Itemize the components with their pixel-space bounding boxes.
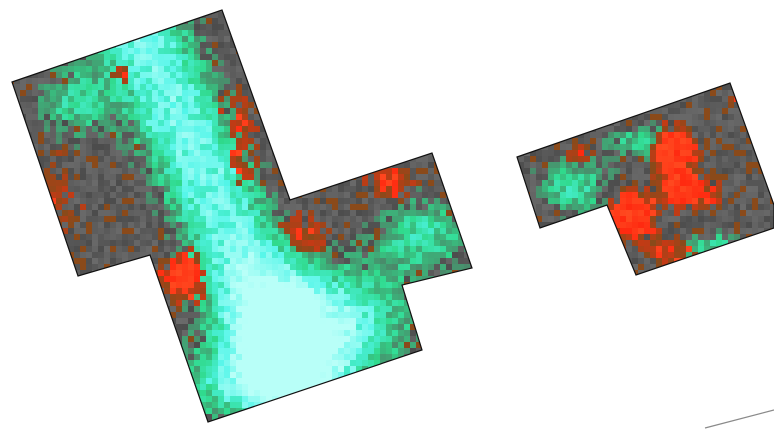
parcel-west bbox=[11, 9, 473, 423]
parcel-east-raster bbox=[517, 83, 774, 275]
parcel-east-outline bbox=[516, 82, 774, 276]
parcel-east bbox=[516, 82, 774, 276]
scale-line bbox=[704, 409, 774, 429]
parcel-west-raster bbox=[12, 10, 472, 422]
parcel-west-outline bbox=[11, 9, 473, 423]
